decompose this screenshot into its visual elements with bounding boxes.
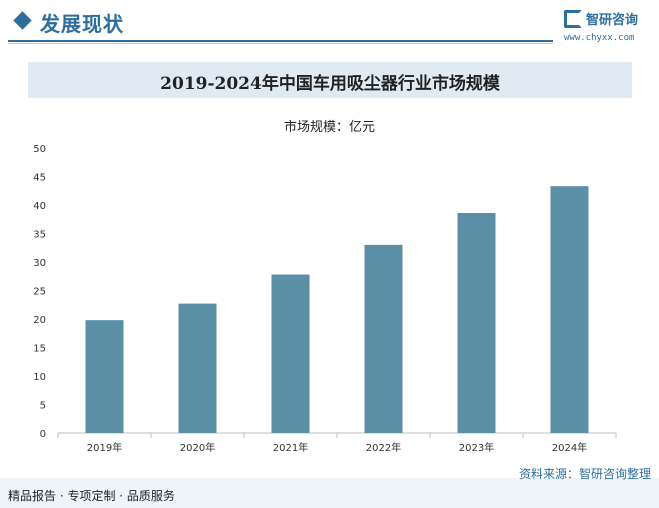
y-tick-label: 10 (33, 372, 46, 383)
x-tick-label: 2019年 (87, 441, 122, 454)
logo-url: www.chyxx.com (564, 33, 635, 43)
footer: 资料来源：智研咨询整理 精品报告 · 专项定制 · 品质服务 (0, 467, 659, 508)
y-tick-label: 35 (33, 230, 46, 241)
footer-tagline: 精品报告 · 专项定制 · 品质服务 (8, 489, 175, 503)
x-tick-label: 2024年 (552, 441, 587, 454)
y-tick-label: 30 (33, 258, 46, 269)
y-tick-label: 5 (40, 401, 46, 412)
logo-icon (564, 10, 582, 28)
y-tick-label: 20 (33, 315, 46, 326)
bar (457, 212, 496, 433)
y-tick-label: 0 (40, 429, 46, 440)
logo-name: 智研咨询 (586, 13, 639, 28)
bar-chart: 0 5 10 15 20 25 30 35 40 45 50 2019年 2020年 2021年 2022年… (33, 144, 617, 454)
y-tick-label: 50 (33, 144, 46, 155)
bar (85, 320, 124, 433)
source-note: 资料来源：智研咨询整理 (518, 467, 651, 481)
x-tick-label: 2023年 (459, 441, 494, 454)
header-divider-thin (8, 43, 553, 44)
bar (271, 274, 310, 433)
chart-title: 2019-2024年中国车用吸尘器行业市场规模 (160, 74, 500, 94)
bar (550, 186, 589, 433)
y-tick-label: 15 (33, 344, 46, 355)
x-tick-label: 2021年 (273, 441, 308, 454)
unit-label: 市场规模：亿元 (283, 120, 375, 135)
x-tick-label: 2022年 (366, 441, 401, 454)
y-tick-label: 25 (33, 287, 46, 298)
brand-logo: 智研咨询 www.chyxx.com (564, 8, 654, 48)
chart-title-band: 2019-2024年中国车用吸尘器行业市场规模 (28, 62, 632, 98)
section-header: 发展现状 智研咨询 www.chyxx.com (0, 0, 659, 46)
header-divider (8, 40, 553, 42)
y-tick-label: 40 (33, 201, 46, 212)
bar (364, 244, 403, 433)
bar (178, 303, 217, 433)
y-tick-label: 45 (33, 173, 46, 184)
section-title: 发展现状 (40, 12, 124, 36)
x-tick-label: 2020年 (180, 441, 215, 454)
